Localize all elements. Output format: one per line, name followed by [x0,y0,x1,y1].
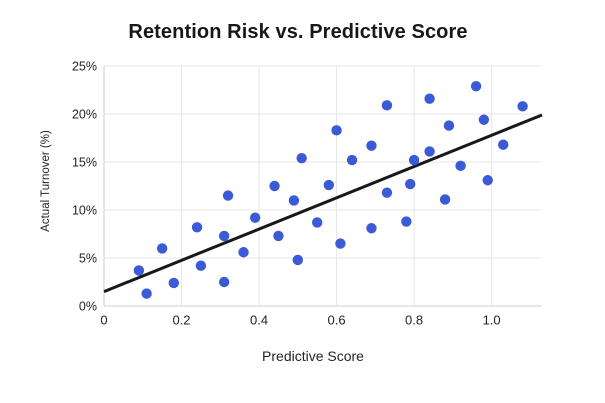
data-point [311,217,323,228]
y-tick-label: 20% [72,108,97,122]
x-axis-title: Predictive Score [262,348,364,364]
data-point [288,195,300,206]
data-point [408,154,420,166]
data-point [141,288,152,299]
data-point [424,93,435,104]
data-point [366,140,377,151]
x-tick-label: 0 [100,313,107,328]
data-point [222,190,234,201]
data-point [424,146,435,157]
data-point [482,175,493,186]
y-tick-label: 5% [79,252,97,266]
data-point [381,187,393,198]
data-point [443,120,455,131]
y-tick-label: 10% [72,204,97,218]
data-point [335,238,346,249]
data-point [381,100,393,111]
data-point [133,265,145,276]
x-tick-label: 0.4 [250,313,268,328]
data-point [478,114,490,125]
y-tick-label: 0% [79,300,97,314]
data-point [249,212,261,223]
data-point [517,101,528,112]
data-point [331,125,342,136]
data-point [218,230,230,242]
data-point [323,179,335,191]
data-point [470,80,482,92]
data-point [238,247,249,258]
data-point [273,230,284,242]
data-point [269,180,280,192]
data-point [455,160,466,172]
data-point [346,154,358,166]
y-tick-label: 15% [72,156,97,170]
data-point [366,223,377,234]
data-point [405,178,416,190]
trendline [103,113,543,293]
x-tick-label: 0.2 [172,313,190,328]
data-point [218,276,230,288]
data-point [195,260,207,271]
data-point [168,277,179,289]
data-point [191,222,203,233]
y-tick-label: 25% [72,60,97,74]
data-point [296,152,307,164]
data-point [292,254,304,266]
data-point [156,243,168,254]
data-point [498,139,509,150]
chart-title: Retention Risk vs. Predictive Score [128,21,468,43]
data-point [439,194,451,205]
x-tick-label: 1.0 [483,313,501,328]
x-tick-label: 0.6 [328,313,346,328]
x-tick-label: 0.8 [405,313,423,328]
data-point [401,216,412,227]
